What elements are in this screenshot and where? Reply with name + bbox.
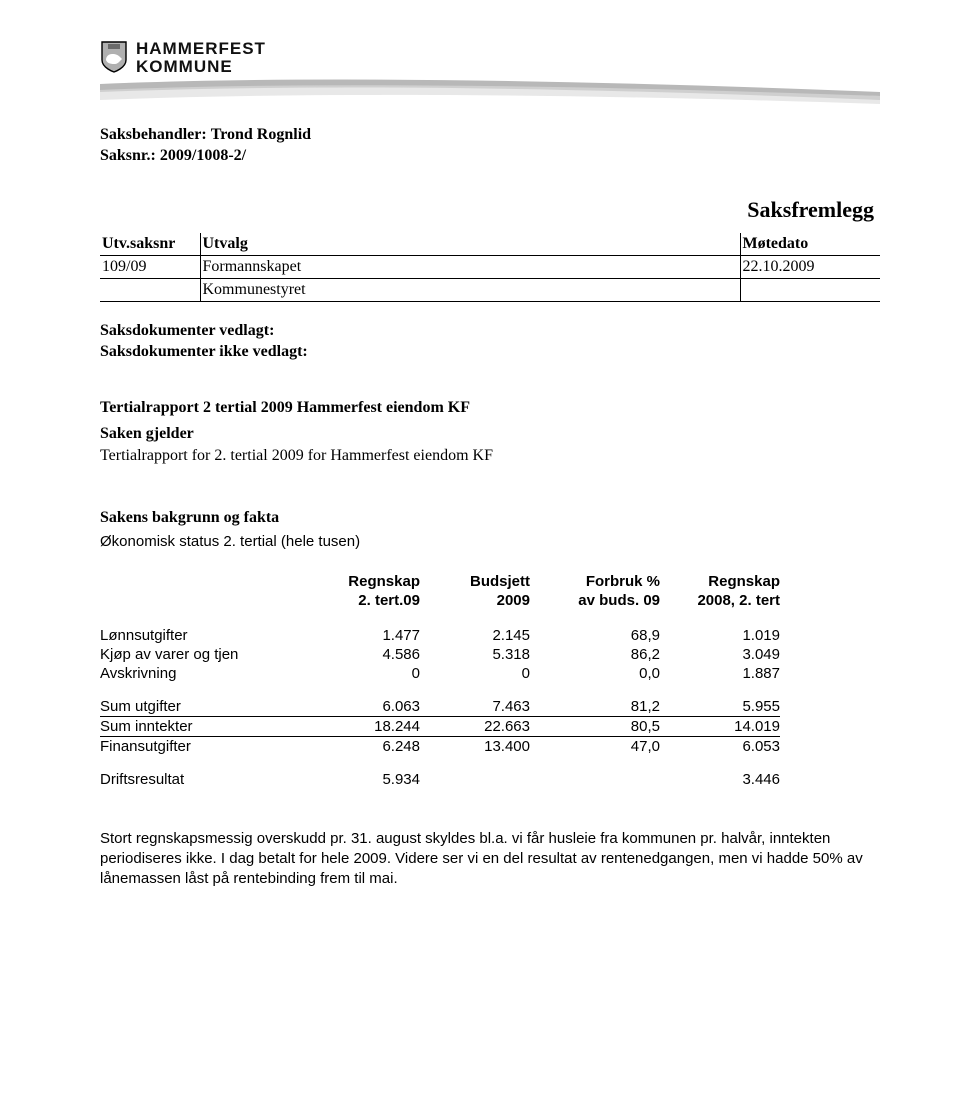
fin-drift-row: Driftsresultat 5.934 3.446 [100,770,840,789]
saksbehandler-line: Saksbehandler: Trond Rognlid [100,124,880,146]
saksbehandler-value: Trond Rognlid [211,126,311,143]
spacer [100,756,840,770]
fin-label: Kjøp av varer og tjen [100,645,320,664]
fin-c4: 14.019 [660,717,780,737]
fin-label: Sum inntekter [100,717,320,737]
org-logo-block: HAMMERFEST KOMMUNE [100,40,880,76]
fin-c3: 47,0 [530,737,660,756]
cell-nr: 109/09 [100,255,200,278]
fin-c1: 6.063 [320,697,420,717]
financial-table: Regnskap 2. tert.09 Budsjett 2009 Forbru… [100,572,840,789]
logo-line2: KOMMUNE [136,58,266,76]
fin-c3 [530,770,660,789]
org-logo-text: HAMMERFEST KOMMUNE [136,40,266,76]
cell-date: 22.10.2009 [740,255,880,278]
fin-c1: 5.934 [320,770,420,789]
fin-c1: 18.244 [320,717,420,737]
fin-row: Lønnsutgifter1.4772.14568,91.019 [100,626,840,645]
fin-group1: Lønnsutgifter1.4772.14568,91.019Kjøp av … [100,626,840,683]
fin-c2 [420,770,530,789]
fin-c2: 13.400 [420,737,530,756]
fin-c2: 5.318 [420,645,530,664]
saksnr-label: Saksnr.: [100,147,156,164]
fin-c2: 0 [420,664,530,683]
fin-c2: 7.463 [420,697,530,717]
fin-c1: 4.586 [320,645,420,664]
fin-row: Finansutgifter6.24813.40047,06.053 [100,737,840,756]
fin-header-row: Regnskap 2. tert.09 Budsjett 2009 Forbru… [100,572,840,612]
cell-nr [100,278,200,301]
fin-row: Sum utgifter6.0637.46381,25.955 [100,697,840,717]
fin-c1: 6.248 [320,737,420,756]
cell-utvalg: Kommunestyret [200,278,740,301]
fin-c4: 3.446 [660,770,780,789]
page: HAMMERFEST KOMMUNE Saksbehandler: Trond … [0,0,960,949]
fin-c3: 68,9 [530,626,660,645]
fin-label: Avskrivning [100,664,320,683]
fin-c2: 2.145 [420,626,530,645]
fin-c1: 1.477 [320,626,420,645]
fin-row: Sum inntekter18.24422.66380,514.019 [100,717,840,737]
fin-c2: 22.663 [420,717,530,737]
swoosh-icon [100,78,880,106]
fin-group2: Sum utgifter6.0637.46381,25.955Sum innte… [100,697,840,756]
fin-label: Sum utgifter [100,697,320,717]
cell-utvalg: Formannskapet [200,255,740,278]
status-line: Økonomisk status 2. tertial (hele tusen) [100,533,880,550]
fin-c4: 1.887 [660,664,780,683]
saksnr-value: 2009/1008-2/ [160,147,246,164]
fin-header-col1: Regnskap 2. tert.09 [320,572,420,612]
utvalg-table: Utv.saksnr Utvalg Møtedato 109/09 Forman… [100,233,880,302]
utvalg-th-nr: Utv.saksnr [100,233,200,256]
table-row: 109/09 Formannskapet 22.10.2009 [100,255,880,278]
fin-header-col2: Budsjett 2009 [420,572,530,612]
case-meta: Saksbehandler: Trond Rognlid Saksnr.: 20… [100,124,880,167]
vedlagt-line1: Saksdokumenter vedlagt: [100,320,880,342]
saksnr-line: Saksnr.: 2009/1008-2/ [100,145,880,167]
fin-c4: 6.053 [660,737,780,756]
saksbehandler-label: Saksbehandler: [100,126,207,143]
doc-title: Saksfremlegg [100,197,880,223]
gjelder-label: Saken gjelder [100,425,880,443]
fin-header-col3: Forbruk % av buds. 09 [530,572,660,612]
fin-header-col4: Regnskap 2008, 2. tert [660,572,780,612]
utvalg-th-date: Møtedato [740,233,880,256]
table-row: Kommunestyret [100,278,880,301]
case-title: Tertialrapport 2 tertial 2009 Hammerfest… [100,399,880,417]
fin-c4: 5.955 [660,697,780,717]
fin-label: Finansutgifter [100,737,320,756]
fin-label: Lønnsutgifter [100,626,320,645]
fin-row: Avskrivning000,01.887 [100,664,840,683]
fin-c3: 80,5 [530,717,660,737]
fin-label: Driftsresultat [100,770,320,789]
fin-row: Kjøp av varer og tjen4.5865.31886,23.049 [100,645,840,664]
fin-c3: 0,0 [530,664,660,683]
vedlagt-line2: Saksdokumenter ikke vedlagt: [100,341,880,363]
fin-c3: 86,2 [530,645,660,664]
fin-c4: 1.019 [660,626,780,645]
utvalg-th-utvalg: Utvalg [200,233,740,256]
logo-line1: HAMMERFEST [136,40,266,58]
fin-c3: 81,2 [530,697,660,717]
fin-header-empty [100,572,320,612]
vedlagt-block: Saksdokumenter vedlagt: Saksdokumenter i… [100,320,880,363]
cell-date [740,278,880,301]
gjelder-text: Tertialrapport for 2. tertial 2009 for H… [100,447,880,465]
spacer [100,683,840,697]
shield-icon [100,40,128,74]
bakgrunn-title: Sakens bakgrunn og fakta [100,509,880,527]
fin-c4: 3.049 [660,645,780,664]
footer-paragraph: Stort regnskapsmessig overskudd pr. 31. … [100,829,880,890]
fin-c1: 0 [320,664,420,683]
